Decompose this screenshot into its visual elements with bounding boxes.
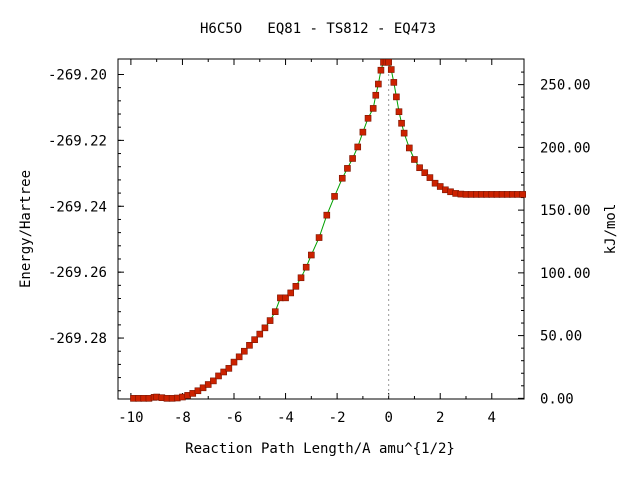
data-point: [302, 263, 310, 271]
data-point: [266, 317, 274, 324]
data-point: [241, 347, 248, 355]
data-point: [261, 324, 269, 332]
data-point: [400, 129, 408, 137]
data-point: [251, 336, 258, 343]
data-point: [377, 66, 385, 74]
data-point: [390, 79, 398, 86]
x-axis: -10 -8 -6 -4 -2 0 2 4: [118, 59, 496, 426]
data-point: [331, 193, 338, 200]
data-point: [411, 156, 418, 163]
data-point: [349, 155, 356, 162]
data-point: [210, 377, 217, 385]
data-point: [393, 93, 400, 101]
data-point: [354, 143, 362, 151]
data-point: [204, 381, 212, 388]
x-tick-label: -4: [277, 410, 294, 426]
energy-curve-line: [133, 61, 523, 399]
x-tick-label: -8: [174, 410, 191, 426]
data-point: [359, 128, 367, 136]
data-point: [315, 234, 323, 241]
y-tick-label: -269.28: [48, 331, 107, 347]
data-point: [225, 365, 233, 372]
y-tick-label: -269.24: [48, 199, 107, 215]
y-tick-label: -269.22: [48, 133, 107, 149]
data-point: [364, 115, 372, 122]
data-point: [292, 283, 300, 290]
data-point: [297, 274, 305, 282]
data-point: [220, 368, 227, 376]
data-point: [230, 358, 238, 366]
data-point: [271, 308, 279, 315]
y-axis-left: -269.20 -269.22 -269.24 -269.26 -269.28: [48, 67, 124, 392]
data-point: [369, 105, 377, 112]
y2-axis-label: kJ/mol: [603, 204, 619, 255]
y-axis-right: 0.00 50.00 100.00 150.00 200.00 250.00: [518, 71, 591, 407]
y-tick-label: -269.20: [48, 67, 107, 83]
data-point: [385, 58, 392, 66]
data-point: [395, 108, 403, 116]
y2-tick-label: 150.00: [540, 203, 591, 219]
data-point: [215, 372, 222, 380]
data-point: [282, 294, 289, 302]
y2-tick-label: 200.00: [540, 140, 591, 156]
x-tick-label: 0: [384, 410, 392, 426]
x-axis-label: Reaction Path Length/A amu^{1/2}: [185, 441, 455, 457]
y-axis-label: Energy/Hartree: [18, 170, 34, 288]
data-point: [387, 66, 395, 73]
data-point: [426, 174, 434, 181]
y2-tick-label: 250.00: [540, 78, 591, 94]
data-point: [375, 80, 382, 88]
x-tick-label: -2: [329, 410, 346, 426]
y-tick-label: -269.26: [48, 265, 107, 281]
data-point: [287, 289, 295, 297]
data-point: [338, 174, 346, 182]
data-point: [344, 165, 351, 172]
data-point: [235, 353, 243, 361]
data-point: [398, 119, 405, 127]
data-point: [323, 211, 331, 219]
data-point-markers: [130, 58, 527, 402]
plot-frame: [117, 58, 525, 400]
data-point: [372, 91, 380, 99]
x-tick-label: -10: [118, 410, 143, 426]
data-point: [421, 169, 429, 176]
chart-title: H6C5O EQ81 - TS812 - EQ473: [200, 21, 436, 37]
data-point: [308, 251, 315, 259]
x-tick-label: 4: [488, 410, 496, 426]
data-point: [256, 330, 264, 338]
x-tick-label: 2: [436, 410, 444, 426]
data-point: [416, 164, 423, 172]
y2-tick-label: 100.00: [540, 266, 591, 282]
x-tick-label: -6: [226, 410, 243, 426]
y2-tick-label: 0.00: [540, 391, 574, 407]
data-point: [519, 191, 527, 198]
data-point: [405, 144, 413, 152]
data-point: [246, 341, 253, 349]
y2-tick-label: 50.00: [540, 329, 582, 345]
